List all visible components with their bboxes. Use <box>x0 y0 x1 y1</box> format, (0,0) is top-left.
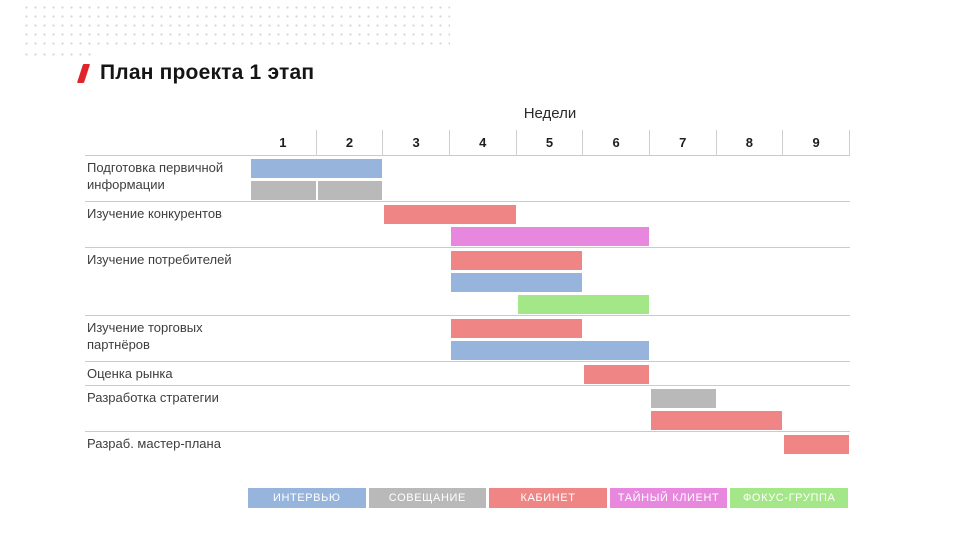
task-label: Изучение конкурентов <box>87 206 222 221</box>
gantt-row-0: Подготовка первичной информации <box>85 155 850 201</box>
gantt-bar-desk_research <box>451 319 583 338</box>
gantt-rows: Подготовка первичной информации Изучение … <box>85 155 850 455</box>
task-label: Изучение торговых партнёров <box>87 320 203 352</box>
legend: ИНТЕРВЬЮ СОВЕЩАНИЕ КАБИНЕТ ТАЙНЫЙ КЛИЕНТ ФОК… <box>248 488 848 508</box>
task-label: Изучение потребителей <box>87 252 232 267</box>
week-number-2: 2 <box>317 130 384 155</box>
gantt-bar-desk_research <box>384 205 516 224</box>
gantt-bar-desk_research <box>584 365 649 384</box>
decor-dots-pattern-tail <box>22 50 96 60</box>
legend-item-meeting: СОВЕЩАНИЕ <box>368 488 487 508</box>
gantt-bar-interview <box>251 159 383 178</box>
week-number-4: 4 <box>450 130 517 155</box>
legend-label: ИНТЕРВЬЮ <box>272 492 341 504</box>
gantt-bar-desk_research <box>784 435 849 454</box>
legend-label: ФОКУС-ГРУППА <box>742 492 836 504</box>
legend-item-interview: ИНТЕРВЬЮ <box>248 488 366 508</box>
gantt-bar-interview <box>451 341 649 360</box>
gantt-row-4: Оценка рынка <box>85 361 850 385</box>
gantt-bar-mystery_client <box>451 227 649 246</box>
gantt-row-6: Разраб. мастер-плана <box>85 431 850 455</box>
week-number-5: 5 <box>517 130 584 155</box>
week-number-3: 3 <box>383 130 450 155</box>
task-label: Подготовка первичной информации <box>87 160 224 192</box>
task-label: Оценка рынка <box>87 366 173 381</box>
gantt-row-5: Разработка стратегии <box>85 385 850 431</box>
gantt-bar-meeting <box>651 389 716 408</box>
gantt-bar-interview <box>451 273 583 292</box>
week-number-7: 7 <box>650 130 717 155</box>
week-number-1: 1 <box>250 130 317 155</box>
gantt-bar-focus_group <box>517 295 649 314</box>
legend-label: КАБИНЕТ <box>520 492 576 504</box>
gantt-bar-meeting <box>251 181 316 200</box>
legend-item-mystery_client: ТАЙНЫЙ КЛИЕНТ <box>609 488 728 508</box>
gantt-bar-meeting <box>317 181 383 200</box>
week-number-6: 6 <box>583 130 650 155</box>
weeks-axis-label: Недели <box>523 105 577 122</box>
title-row: План проекта 1 этап <box>76 59 315 87</box>
task-label: Разработка стратегии <box>87 390 219 405</box>
task-label: Разраб. мастер-плана <box>87 436 221 451</box>
week-number-8: 8 <box>717 130 784 155</box>
title-accent-slash-icon <box>76 63 91 83</box>
page-title: План проекта 1 этап <box>100 61 315 84</box>
gantt-bar-desk_research <box>651 411 783 430</box>
gantt-row-3: Изучение торговых партнёров <box>85 315 850 361</box>
gantt-row-1: Изучение конкурентов <box>85 201 850 247</box>
legend-item-focus_group: ФОКУС-ГРУППА <box>730 488 848 508</box>
legend-label: ТАЙНЫЙ КЛИЕНТ <box>617 492 720 504</box>
decor-dots-pattern <box>22 3 450 50</box>
gantt-row-2: Изучение потребителей <box>85 247 850 315</box>
legend-label: СОВЕЩАНИЕ <box>388 492 466 504</box>
legend-item-desk_research: КАБИНЕТ <box>489 488 607 508</box>
week-number-9: 9 <box>783 130 850 155</box>
gantt-bar-desk_research <box>451 251 583 270</box>
